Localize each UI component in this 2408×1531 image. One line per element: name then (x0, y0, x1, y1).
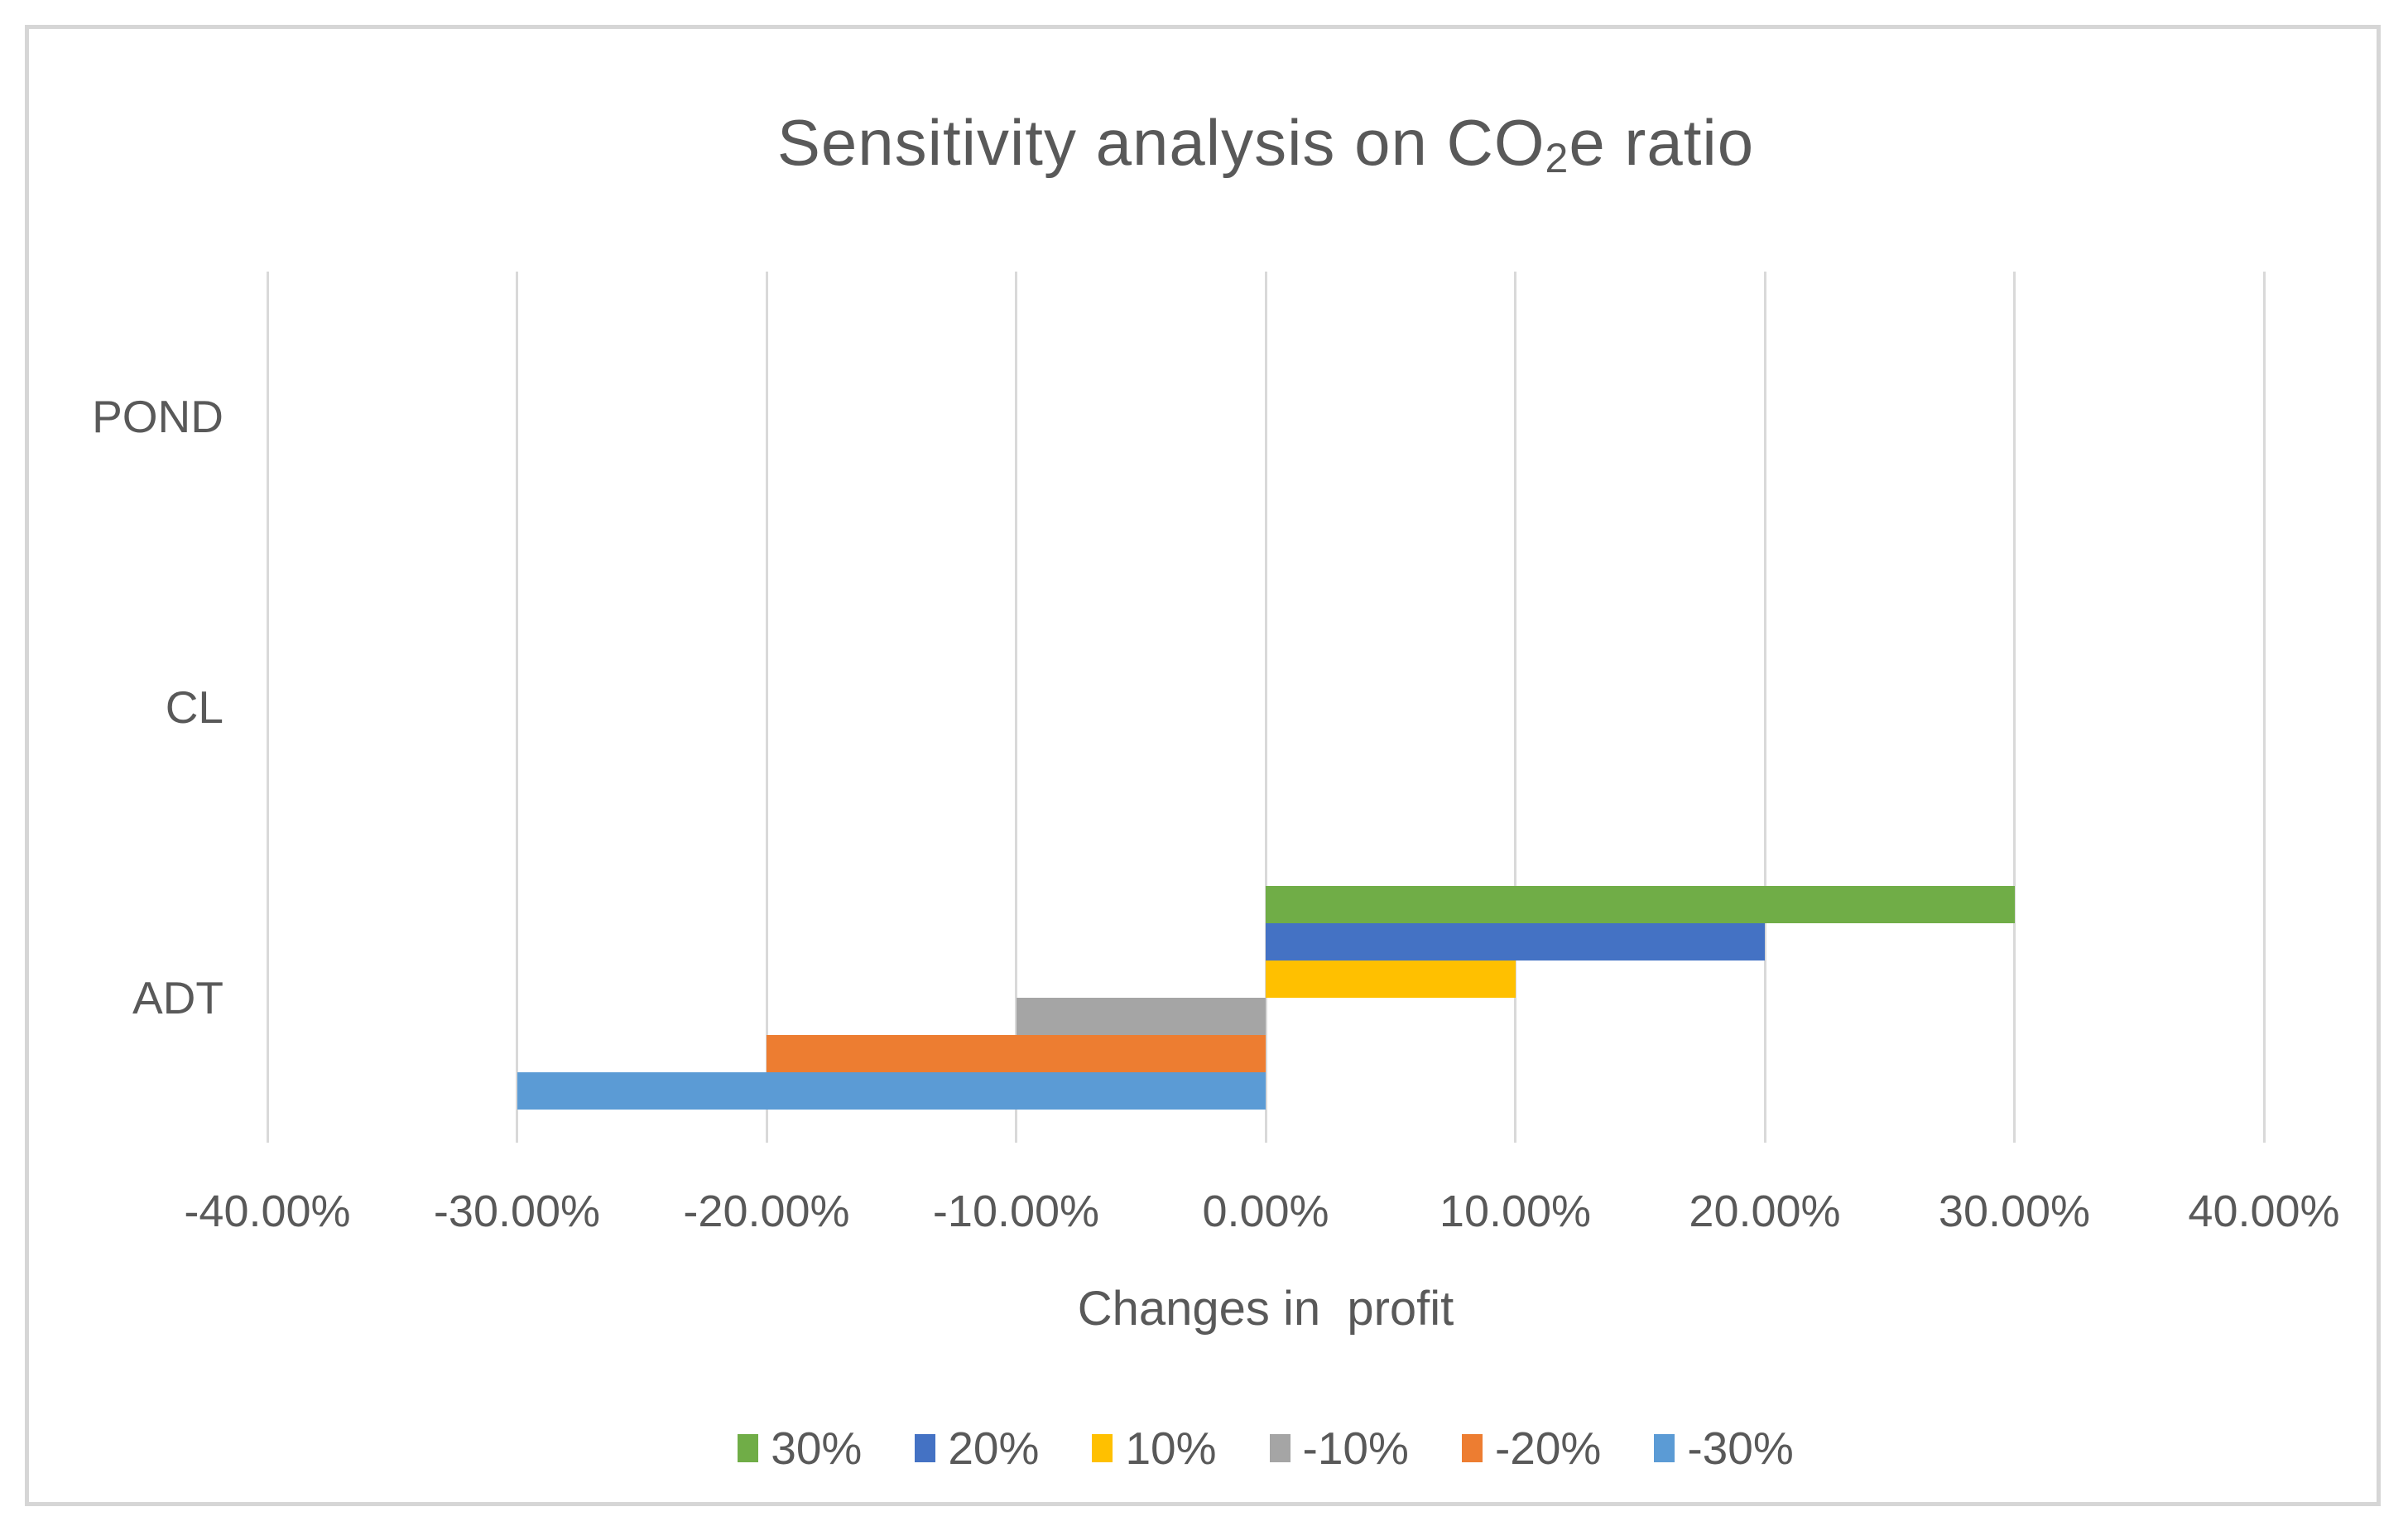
bar-adt--30% (517, 1071, 1266, 1110)
legend-label: 20% (948, 1423, 1040, 1474)
x-tick-label: 40.00% (2188, 1187, 2340, 1236)
gridline (1763, 272, 1766, 1143)
x-tick-label: -30.00% (433, 1187, 601, 1236)
bar-adt-20% (1266, 922, 1765, 960)
legend: 30% 20% 10% -10% -20% -30% (267, 1422, 2264, 1475)
x-tick-label: -20.00% (683, 1187, 850, 1236)
x-tick-label: -10.00% (932, 1187, 1100, 1236)
x-tick-label: 30.00% (1938, 1187, 2091, 1236)
bar-adt--10% (1016, 997, 1266, 1035)
legend-swatch (1654, 1434, 1675, 1462)
x-axis-title: Changes in profit (1077, 1282, 1454, 1336)
chart-title: Sensitivity analysis on CO2e ratio (267, 105, 2264, 181)
chart-title-text: Sensitivity analysis on CO (776, 106, 1545, 179)
gridline (1514, 272, 1516, 1143)
x-tick-label: 10.00% (1439, 1187, 1592, 1236)
y-category-label: POND (92, 391, 223, 443)
gridline (516, 272, 518, 1143)
legend-label: -10% (1302, 1423, 1409, 1474)
bar-adt-10% (1266, 960, 1516, 998)
gridline (266, 272, 269, 1143)
bar-adt-30% (1266, 885, 2015, 923)
legend-item: 30% (738, 1422, 862, 1475)
legend-label: -30% (1687, 1423, 1794, 1474)
x-tick-label: 0.00% (1202, 1187, 1329, 1236)
gridline (2262, 272, 2266, 1143)
legend-item: 20% (915, 1422, 1039, 1475)
chart-title-subscript: 2 (1545, 135, 1569, 181)
plot-area (266, 272, 2266, 1143)
bar-adt--20% (767, 1034, 1266, 1072)
legend-label: 10% (1125, 1423, 1217, 1474)
chart-title-suffix: e ratio (1569, 106, 1755, 179)
y-category-label: ADT (132, 971, 223, 1023)
x-tick-label: 20.00% (1689, 1187, 1841, 1236)
y-category-label: CL (165, 681, 223, 733)
gridline (765, 272, 768, 1143)
legend-item: -10% (1269, 1422, 1409, 1475)
legend-item: -20% (1461, 1422, 1602, 1475)
legend-label: -20% (1494, 1423, 1602, 1474)
x-tick-label: -40.00% (184, 1187, 351, 1236)
gridline (2013, 272, 2016, 1143)
legend-swatch (1269, 1434, 1291, 1462)
legend-item: -30% (1654, 1422, 1794, 1475)
legend-item: 10% (1092, 1422, 1217, 1475)
legend-label: 30% (771, 1423, 863, 1474)
legend-swatch (1092, 1434, 1113, 1462)
legend-swatch (738, 1434, 759, 1462)
gridline (1015, 272, 1017, 1143)
chart-frame: Sensitivity analysis on CO2e ratio POND C… (25, 25, 2381, 1506)
legend-swatch (915, 1434, 936, 1462)
legend-swatch (1461, 1434, 1483, 1462)
gridline (1264, 272, 1267, 1143)
